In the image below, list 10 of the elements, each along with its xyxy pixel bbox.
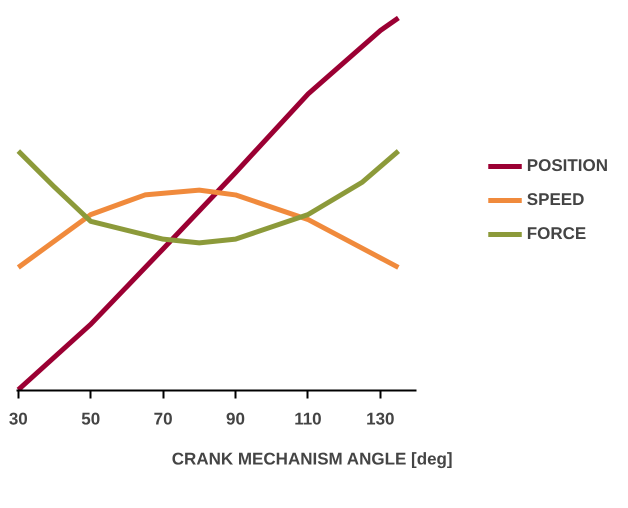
legend-label: POSITION bbox=[526, 156, 608, 176]
x-tick-label: 70 bbox=[154, 410, 173, 428]
x-axis-title: CRANK MECHANISM ANGLE [deg] bbox=[172, 450, 453, 468]
x-tick-label: 30 bbox=[8, 410, 28, 428]
x-tick-label: 50 bbox=[81, 410, 100, 428]
x-tick-label: 90 bbox=[226, 410, 245, 428]
legend-label: SPEED bbox=[526, 190, 584, 210]
x-tick-label: 130 bbox=[366, 410, 394, 428]
x-tick-label: 110 bbox=[294, 410, 322, 428]
legend-label: FORCE bbox=[526, 224, 586, 244]
